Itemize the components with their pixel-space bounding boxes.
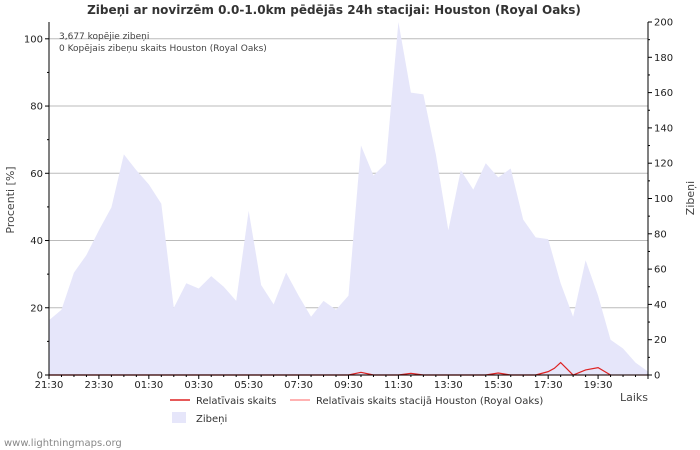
- legend-swatch-strikes: [172, 412, 186, 423]
- right-tick-label-9: 180: [654, 53, 673, 64]
- left-tick-label-4: 80: [30, 102, 43, 113]
- right-tick-label-7: 140: [654, 123, 673, 134]
- series-area-zibeni: [49, 22, 648, 375]
- legend: Relatīvais skaits Relatīvais skaits stac…: [170, 396, 543, 425]
- right-tick-label-8: 160: [654, 88, 673, 99]
- x-tick-label-2: 01:30: [134, 380, 163, 391]
- x-tick-label-7: 11:30: [384, 380, 413, 391]
- legend-label-relative: Relatīvais skaits: [196, 396, 276, 407]
- x-tick-label-6: 09:30: [334, 380, 363, 391]
- right-tick-label-0: 0: [654, 371, 660, 382]
- left-axis-ticks: 0 20 40 60 80 100: [24, 34, 49, 382]
- right-tick-label-2: 40: [654, 300, 667, 311]
- x-axis-label: Laiks: [620, 391, 648, 404]
- right-tick-label-10: 200: [654, 18, 673, 29]
- x-tick-label-0: 21:30: [35, 380, 64, 391]
- area-layer: [49, 22, 648, 375]
- right-tick-label-1: 20: [654, 335, 667, 346]
- x-axis-ticks: 21:30 23:30 01:30 03:30 05:30 07:30 09:30 11:30…: [35, 375, 649, 391]
- footer-credit: www.lightningmaps.org: [4, 438, 122, 449]
- left-tick-label-3: 60: [30, 169, 43, 180]
- right-tick-label-6: 120: [654, 159, 673, 170]
- annotation-station: 0 Kopējais zibeņu skaits Houston (Royal …: [59, 44, 267, 54]
- chart-title: Zibeņi ar novirzēm 0.0-1.0km pēdējās 24h…: [87, 3, 581, 17]
- x-tick-label-4: 05:30: [234, 380, 263, 391]
- y-axis-left-label: Procenti [%]: [4, 166, 17, 233]
- left-tick-label-1: 20: [30, 303, 43, 314]
- right-axis-ticks: 0 20 40 60 80 100 120 140 160 180 200: [648, 18, 673, 382]
- x-tick-label-11: 19:30: [584, 380, 613, 391]
- right-tick-label-3: 60: [654, 265, 667, 276]
- x-tick-label-10: 17:30: [534, 380, 563, 391]
- x-tick-label-8: 13:30: [434, 380, 463, 391]
- x-tick-label-5: 07:30: [284, 380, 313, 391]
- legend-label-station: Relatīvais skaits stacijā Houston (Royal…: [316, 396, 543, 407]
- x-tick-label-1: 23:30: [85, 380, 114, 391]
- left-tick-label-0: 0: [37, 371, 43, 382]
- annotation-total: 3,677 kopējie zibeņi: [59, 32, 149, 42]
- x-tick-label-3: 03:30: [184, 380, 213, 391]
- right-tick-label-4: 80: [654, 229, 667, 240]
- left-tick-label-5: 100: [24, 34, 43, 45]
- y-axis-right-label: Zibeņi: [684, 181, 697, 215]
- x-tick-label-9: 15:30: [484, 380, 513, 391]
- right-tick-label-5: 100: [654, 194, 673, 205]
- legend-label-strikes: Zibeņi: [196, 414, 227, 425]
- left-tick-label-2: 40: [30, 236, 43, 247]
